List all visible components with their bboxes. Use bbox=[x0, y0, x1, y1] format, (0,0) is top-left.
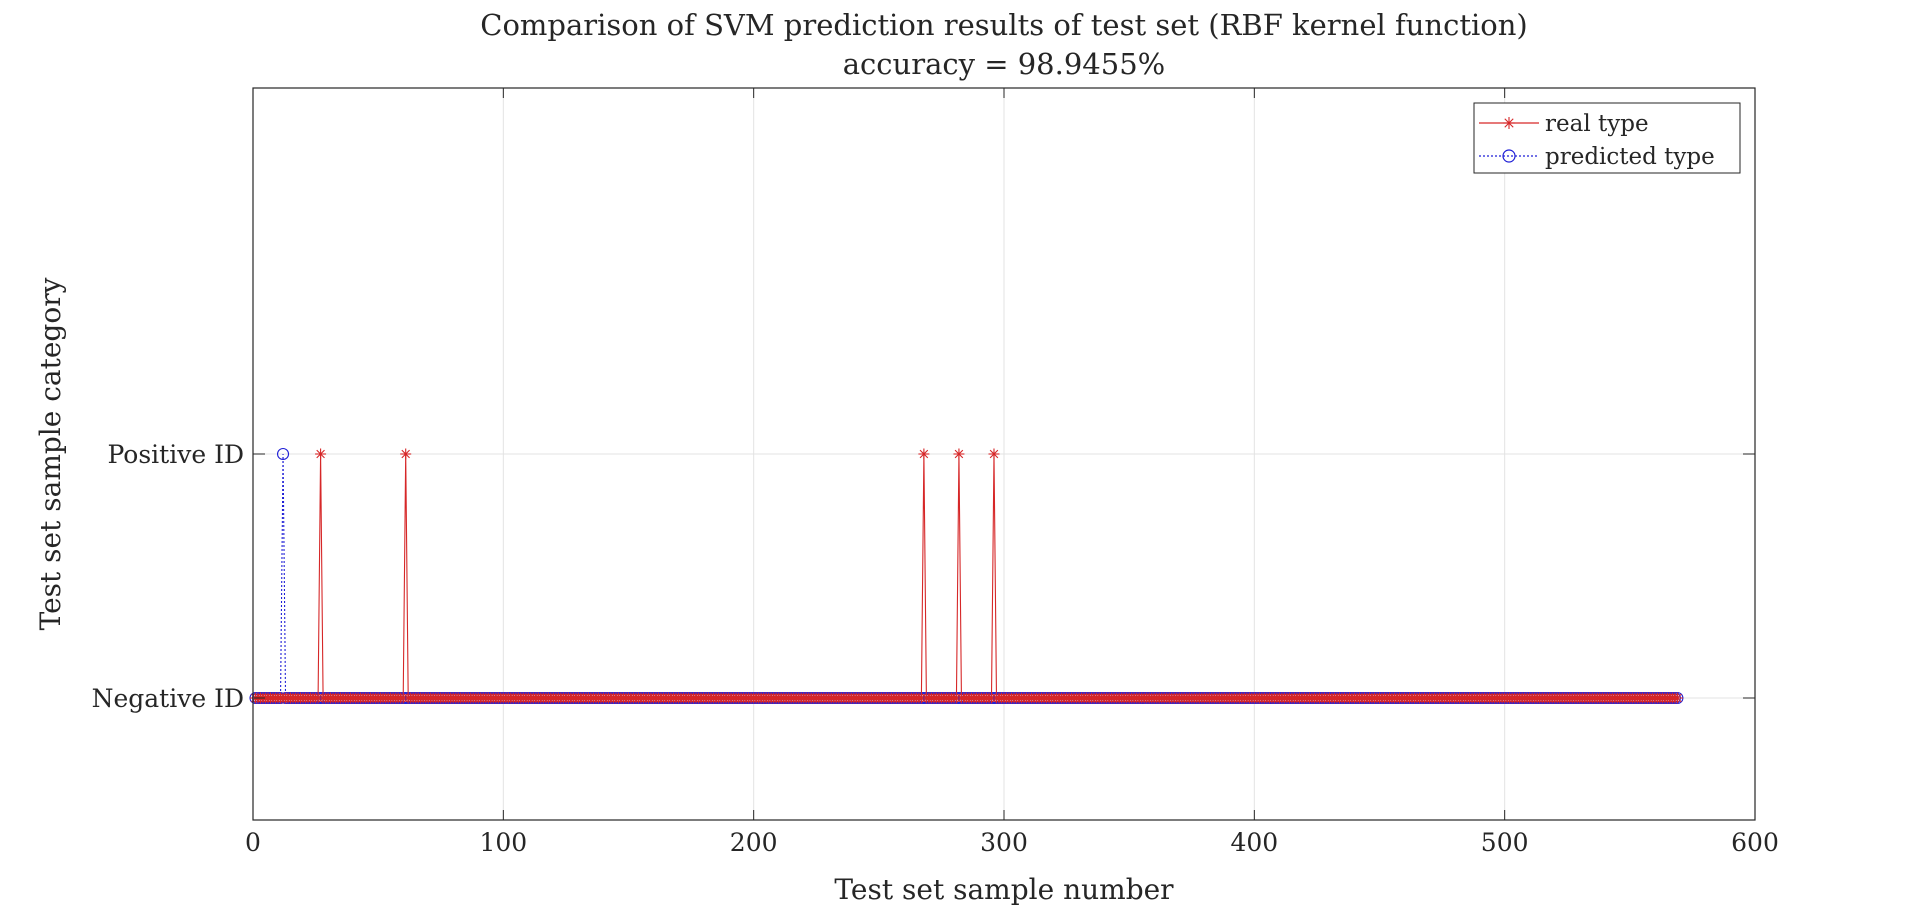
x-tick-label: 400 bbox=[1230, 828, 1278, 857]
real-point bbox=[918, 448, 930, 460]
predicted-point bbox=[276, 447, 290, 461]
legend-predicted-label: predicted type bbox=[1545, 144, 1715, 170]
legend-predicted-marker bbox=[1502, 149, 1516, 163]
y-axis-label: Test set sample category bbox=[34, 277, 67, 630]
chart-title: Comparison of SVM prediction results of … bbox=[480, 8, 1527, 42]
x-tick-label: 100 bbox=[479, 828, 527, 857]
real-point bbox=[315, 448, 327, 460]
legend-real-asterisk bbox=[1503, 117, 1515, 129]
legend: real type predicted type bbox=[1473, 102, 1741, 174]
x-tick-label: 300 bbox=[980, 828, 1028, 857]
legend-real-label: real type bbox=[1545, 111, 1649, 137]
axis-ticks: 0 100 200 300 400 500 600 Negative ID Positive I… bbox=[92, 88, 1779, 857]
real-point bbox=[1671, 692, 1683, 704]
chart-subtitle: accuracy = 98.9455% bbox=[843, 47, 1165, 81]
legend-real-marker bbox=[1503, 117, 1515, 129]
legend-box bbox=[1473, 102, 1741, 174]
real-point bbox=[400, 448, 412, 460]
real-point bbox=[988, 448, 1000, 460]
x-axis-label: Test set sample number bbox=[834, 873, 1174, 906]
series-markers-real bbox=[250, 448, 1683, 704]
x-tick-label: 200 bbox=[730, 828, 778, 857]
y-tick-label: Positive ID bbox=[107, 440, 244, 469]
y-tick-label: Negative ID bbox=[92, 684, 244, 713]
x-tick-label: 500 bbox=[1481, 828, 1529, 857]
x-tick-label: 600 bbox=[1731, 828, 1779, 857]
series-layer bbox=[249, 447, 1684, 705]
x-tick-label: 0 bbox=[245, 828, 261, 857]
real-point bbox=[953, 448, 965, 460]
